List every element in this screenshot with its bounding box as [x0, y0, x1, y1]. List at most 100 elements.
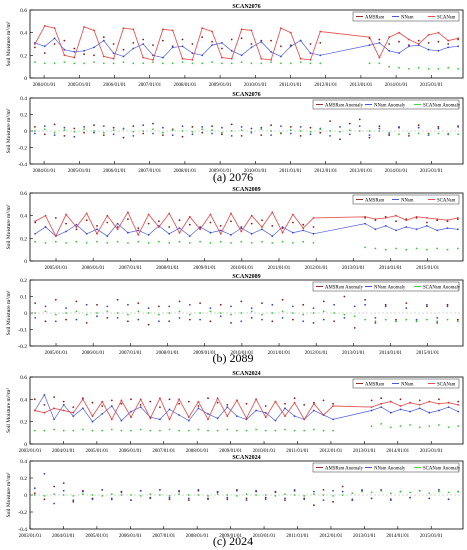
legend-box: [352, 194, 460, 205]
x-tick-label: 2007/01/01: [119, 351, 142, 356]
x-tick-label: 2005/01/01: [45, 266, 68, 271]
data-point: [299, 39, 302, 42]
data-point: [168, 428, 171, 431]
data-point: [437, 40, 440, 43]
data-point: [388, 133, 391, 136]
data-point: [240, 37, 243, 40]
x-tick-label: 2012/01/01: [320, 449, 343, 454]
x-tick-label: 2005/01/01: [45, 351, 68, 356]
data-point: [106, 305, 109, 308]
data-point: [245, 402, 248, 405]
data-point: [162, 134, 164, 137]
x-tick-label: 2014/01/01: [386, 449, 409, 454]
data-point: [418, 426, 421, 429]
data-point: [260, 134, 263, 137]
data-point: [106, 221, 109, 224]
data-point: [348, 133, 351, 136]
data-point: [168, 226, 171, 228]
data-point: [389, 426, 392, 429]
chart-title: SCAN2089: [232, 187, 260, 193]
data-point: [168, 498, 171, 501]
data-point: [96, 303, 98, 306]
data-point: [130, 410, 132, 413]
data-point: [171, 62, 174, 65]
data-point: [395, 220, 397, 223]
y-tick-label: 0.6: [20, 191, 27, 197]
data-point: [43, 495, 46, 497]
data-point: [417, 132, 420, 135]
data-point: [62, 400, 65, 403]
data-point: [75, 310, 78, 313]
y-axis-label: Soil Moisture m³/m³: [6, 204, 12, 249]
data-point: [34, 220, 37, 223]
data-point: [33, 398, 36, 401]
data-point: [293, 429, 296, 432]
x-tick-label: 2015/01/01: [420, 534, 443, 539]
data-point: [219, 315, 222, 318]
data-point: [250, 62, 253, 65]
data-point: [329, 135, 331, 137]
x-tick-label: 2006/01/01: [119, 449, 142, 454]
data-point: [426, 217, 428, 219]
data-point: [137, 229, 140, 232]
data-point: [34, 46, 36, 49]
data-point: [132, 47, 135, 50]
data-point: [299, 126, 302, 128]
data-point: [289, 62, 292, 65]
data-point: [34, 126, 36, 128]
data-point: [201, 62, 204, 65]
legend-box: [352, 378, 460, 389]
data-point: [292, 231, 294, 234]
data-point: [436, 218, 439, 221]
data-point: [207, 397, 209, 400]
data-point: [409, 424, 411, 426]
data-point: [417, 126, 420, 129]
y-tick-label: 0.1: [20, 295, 27, 301]
data-point: [319, 30, 322, 33]
data-point: [399, 490, 402, 493]
data-point: [415, 320, 418, 323]
data-point: [219, 312, 222, 314]
data-point: [191, 62, 194, 65]
data-point: [313, 402, 315, 405]
x-tick-label: 2006/01/01: [82, 266, 105, 271]
data-point: [240, 320, 243, 323]
data-point: [72, 406, 75, 408]
data-point: [101, 495, 104, 497]
data-point: [152, 122, 154, 125]
legend-entry: AMSRsm Anomaly: [325, 467, 364, 472]
data-point: [250, 43, 253, 45]
data-point: [264, 498, 267, 501]
data-point: [162, 126, 164, 129]
data-point: [152, 59, 154, 61]
y-tick-label: 0: [24, 311, 27, 317]
data-point: [264, 416, 267, 419]
data-point: [313, 490, 315, 493]
data-point: [261, 240, 263, 243]
data-point: [73, 127, 76, 130]
data-point: [168, 312, 171, 314]
data-point: [264, 411, 267, 414]
data-point: [250, 29, 253, 32]
data-point: [447, 401, 450, 404]
data-point: [236, 415, 238, 417]
data-point: [178, 317, 181, 319]
data-point: [168, 320, 171, 323]
data-point: [302, 303, 305, 306]
legend-entry: AMSRsm: [365, 16, 384, 21]
data-point: [211, 61, 214, 63]
data-point: [270, 134, 272, 137]
x-tick-label: 2011/01/01: [268, 351, 291, 356]
x-tick-label: 2010/01/01: [244, 83, 267, 88]
data-point: [201, 54, 204, 57]
data-point: [436, 229, 439, 232]
data-point: [446, 219, 449, 222]
data-point: [395, 320, 397, 323]
data-point: [280, 125, 282, 127]
data-point: [230, 38, 233, 41]
data-point: [438, 398, 440, 401]
data-point: [44, 226, 47, 228]
data-point: [209, 231, 212, 234]
data-point: [127, 313, 129, 316]
caption-a: (a) 2076: [213, 170, 253, 184]
